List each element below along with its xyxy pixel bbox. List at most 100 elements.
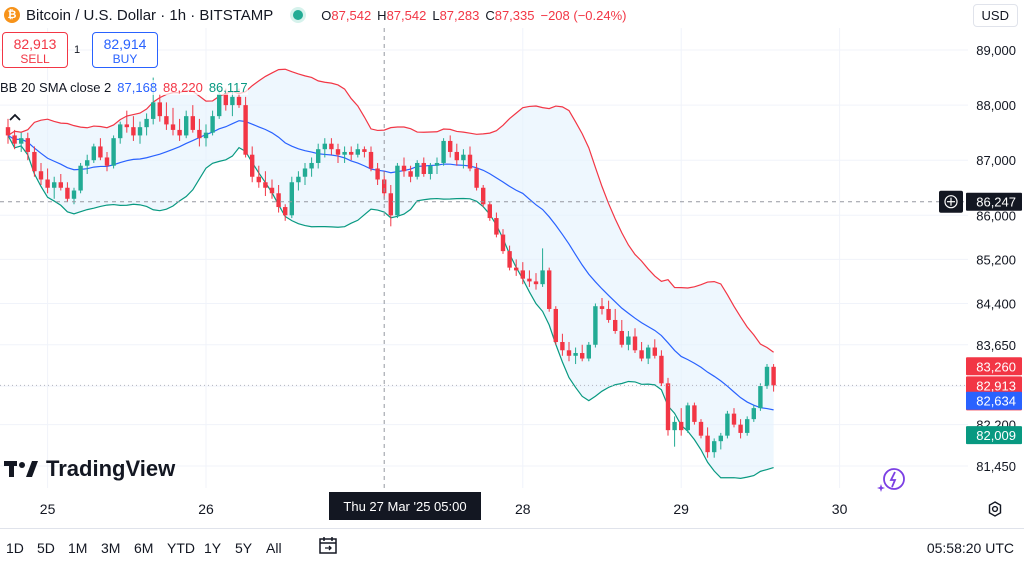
candle[interactable] xyxy=(329,138,334,155)
candle[interactable] xyxy=(269,179,275,199)
candle[interactable] xyxy=(619,319,624,348)
candle[interactable] xyxy=(375,162,380,186)
candle[interactable] xyxy=(692,402,697,425)
candle[interactable] xyxy=(738,419,743,439)
candle[interactable] xyxy=(632,328,638,354)
candle[interactable] xyxy=(137,121,143,144)
candle[interactable] xyxy=(12,129,17,150)
candle[interactable] xyxy=(461,149,466,169)
candle[interactable] xyxy=(448,135,453,158)
candle[interactable] xyxy=(593,303,598,348)
currency-selector[interactable]: USD xyxy=(972,4,1018,27)
candle[interactable] xyxy=(58,173,63,191)
candle[interactable] xyxy=(646,344,651,365)
candle[interactable] xyxy=(104,151,110,172)
candle[interactable] xyxy=(177,118,182,141)
candle[interactable] xyxy=(401,157,407,177)
candle[interactable] xyxy=(474,162,479,191)
candle[interactable] xyxy=(184,110,189,139)
candle[interactable] xyxy=(19,132,24,152)
candle[interactable] xyxy=(296,171,301,191)
timeframe-ytd[interactable]: YTD xyxy=(167,540,195,556)
candle[interactable] xyxy=(170,107,176,136)
candle[interactable] xyxy=(586,342,591,362)
candle[interactable] xyxy=(415,160,420,180)
candle[interactable] xyxy=(467,146,473,172)
candle[interactable] xyxy=(560,333,565,356)
candle[interactable] xyxy=(494,212,499,238)
candle[interactable] xyxy=(487,201,492,221)
candle[interactable] xyxy=(626,330,631,351)
candle[interactable] xyxy=(553,306,558,345)
candle[interactable] xyxy=(725,410,730,439)
candle[interactable] xyxy=(652,339,657,359)
candle[interactable] xyxy=(203,124,209,147)
symbol-title[interactable]: Bitcoin / U.S. Dollar · 1h · BITSTAMP xyxy=(26,6,274,24)
candle[interactable] xyxy=(659,350,664,387)
candle[interactable] xyxy=(91,143,96,163)
candle[interactable] xyxy=(533,273,539,290)
timeframe-1m[interactable]: 1M xyxy=(68,540,88,556)
candle[interactable] xyxy=(599,297,605,315)
candle[interactable] xyxy=(428,162,433,180)
candle[interactable] xyxy=(263,171,268,197)
timeframe-5y[interactable]: 5Y xyxy=(235,540,253,556)
date-range-icon[interactable] xyxy=(317,534,339,556)
candle[interactable] xyxy=(566,342,572,362)
bollinger-legend[interactable]: BB 20 SMA close 2 87,168 88,220 86,117 xyxy=(0,80,248,95)
timeframe-5d[interactable]: 5D xyxy=(37,540,55,556)
candle[interactable] xyxy=(111,135,116,169)
candle[interactable] xyxy=(85,154,90,174)
sell-button[interactable]: 82,913 SELL xyxy=(2,32,68,68)
candle[interactable] xyxy=(639,342,644,362)
candle[interactable] xyxy=(395,162,400,219)
candle[interactable] xyxy=(679,408,684,436)
candle[interactable] xyxy=(118,121,123,144)
candle[interactable] xyxy=(276,185,281,213)
candle[interactable] xyxy=(613,308,618,334)
candle[interactable] xyxy=(144,113,149,136)
candle[interactable] xyxy=(362,146,367,158)
candle[interactable] xyxy=(45,168,50,194)
candle[interactable] xyxy=(322,138,327,158)
candle[interactable] xyxy=(78,162,83,194)
timeframe-all[interactable]: All xyxy=(266,540,282,556)
candle[interactable] xyxy=(745,416,750,436)
candle[interactable] xyxy=(514,259,519,276)
candle[interactable] xyxy=(507,245,512,271)
candle[interactable] xyxy=(764,364,770,389)
candle[interactable] xyxy=(665,377,671,436)
tradingview-logo[interactable]: TradingView xyxy=(4,456,175,482)
candle[interactable] xyxy=(698,419,704,439)
candle[interactable] xyxy=(5,118,11,144)
chevron-up-icon[interactable] xyxy=(6,108,24,126)
candle[interactable] xyxy=(368,146,374,172)
candle[interactable] xyxy=(712,438,717,458)
settings-gear-icon[interactable] xyxy=(986,500,1004,518)
candle[interactable] xyxy=(230,91,235,117)
market-status-icon[interactable] xyxy=(293,10,304,20)
timeframe-1d[interactable]: 1D xyxy=(6,540,24,556)
candle[interactable] xyxy=(210,110,215,136)
candle[interactable] xyxy=(771,364,776,392)
candle[interactable] xyxy=(164,102,169,130)
candle[interactable] xyxy=(388,185,393,227)
candle[interactable] xyxy=(527,270,532,287)
candle[interactable] xyxy=(441,138,446,166)
candle[interactable] xyxy=(316,143,321,169)
candle[interactable] xyxy=(309,157,314,177)
candle[interactable] xyxy=(283,204,288,221)
candle[interactable] xyxy=(98,138,103,161)
candle[interactable] xyxy=(38,162,44,186)
candle[interactable] xyxy=(190,105,195,133)
candle[interactable] xyxy=(124,110,129,133)
timeframe-3m[interactable]: 3M xyxy=(101,540,121,556)
candle[interactable] xyxy=(157,94,162,122)
candle[interactable] xyxy=(342,146,347,163)
candle[interactable] xyxy=(32,146,37,177)
utc-clock[interactable]: 05:58:20 UTC xyxy=(926,540,1014,556)
candle[interactable] xyxy=(355,143,360,158)
candle[interactable] xyxy=(434,157,440,174)
candle[interactable] xyxy=(335,143,341,163)
